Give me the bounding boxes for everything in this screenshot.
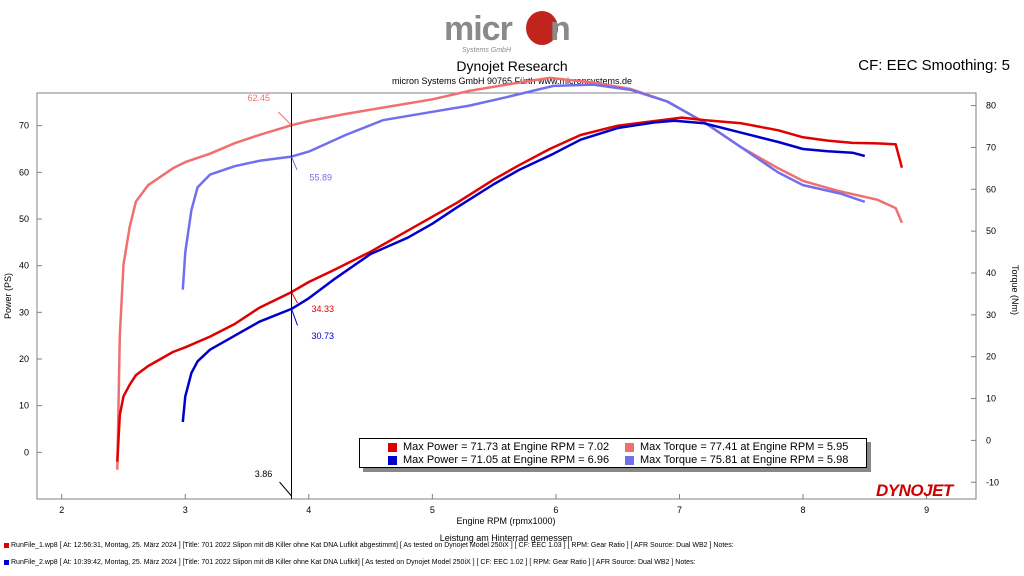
rpm-cursor-arrow [279,481,292,497]
legend-swatch [625,442,634,452]
run-info-text: RunFile_2.wp8 [ At: 10:39:42, Montag, 25… [11,559,696,566]
annotation-arrow [291,156,298,171]
run-info-text: RunFile_1.wp8 [ At: 12:56:31, Montag, 25… [11,542,734,549]
y2-tick-label: 50 [986,226,996,236]
legend-text: Max Torque = 77.41 at Engine RPM = 5.95 [640,441,849,453]
x-tick-label: 3 [183,505,188,515]
x-axis-label: Engine RPM (rpmx1000) [456,516,555,526]
annotation-label: 30.73 [312,331,335,341]
legend-entry: Max Torque = 77.41 at Engine RPM = 5.95 [625,441,848,453]
dynojet-brand-logo: DYNOJET [876,481,953,500]
series-line-2 [181,119,866,423]
logo-subtitle: Systems GmbH [462,47,512,54]
x-tick-label: 4 [306,505,311,515]
axis-ticks: 2 3 4 5 6 7 8 9 0 10 20 30 40 50 60 70 -10 0 10 20 30 40 50 60 7… [19,101,999,515]
series-line-0 [116,116,904,462]
svg-text:micr: micr [444,10,513,48]
y2-tick-label: 80 [986,101,996,111]
series-line-1 [116,76,904,470]
annotation-arrow [291,308,298,326]
legend-text: Max Torque = 75.81 at Engine RPM = 5.98 [640,454,849,466]
annotation-label: 55.89 [310,173,333,183]
y2-tick-label: 40 [986,268,996,278]
legend-swatch [388,455,397,465]
y-tick-label: 30 [19,307,29,317]
legend-entry: Max Power = 71.73 at Engine RPM = 7.02 [388,441,609,453]
annotation-arrow [291,291,298,304]
legend-text: Max Power = 71.73 at Engine RPM = 7.02 [403,441,610,453]
annotation-layer: 3.86 62.45 55.89 34.33 30.73 [248,93,335,499]
legend: Max Power = 71.73 at Engine RPM = 7.02 M… [359,438,867,468]
x-tick-label: 9 [924,505,929,515]
annotation-arrow [277,111,292,126]
y-tick-label: 40 [19,261,29,271]
y-tick-label: 60 [19,167,29,177]
y2-axis-label: Torque (Nm) [1010,265,1020,315]
series-layer [116,76,904,470]
y2-tick-label: 30 [986,310,996,320]
x-tick-label: 6 [553,505,558,515]
x-tick-label: 7 [677,505,682,515]
svg-text:n: n [550,10,571,48]
y2-tick-label: 60 [986,184,996,194]
y2-tick-label: 20 [986,352,996,362]
chart-subtitle: micron Systems GmbH 90765 Fürth www.micr… [391,76,633,86]
legend-swatch [388,442,397,452]
chart-title: Dynojet Research [456,58,568,74]
micron-logo: micr n Systems GmbH [444,10,571,54]
y-tick-label: 50 [19,214,29,224]
y2-tick-label: 70 [986,142,996,152]
x-tick-label: 2 [59,505,64,515]
y2-tick-label: 0 [986,435,991,445]
run-info-2: RunFile_2.wp8 [ At: 10:39:42, Montag, 25… [4,559,696,566]
legend-entry: Max Torque = 75.81 at Engine RPM = 5.98 [625,454,848,466]
series-line-3 [181,83,866,290]
run-info-1: RunFile_1.wp8 [ At: 12:56:31, Montag, 25… [4,542,734,549]
legend-text: Max Power = 71.05 at Engine RPM = 6.96 [403,454,610,466]
annotation-label: 62.45 [248,93,271,103]
plot-area [36,92,977,500]
correction-factor-label: CF: EEC Smoothing: 5 [858,57,1010,74]
y2-tick-label: 10 [986,394,996,404]
run-color-marker [4,543,9,548]
y-tick-label: 10 [19,401,29,411]
run-color-marker [4,560,9,565]
legend-entry: Max Power = 71.05 at Engine RPM = 6.96 [388,454,609,466]
y2-tick-label: -10 [986,477,999,487]
x-axis-sublabel: Leistung am Hinterrad gemessen [440,533,573,543]
legend-swatch [625,455,634,465]
x-tick-label: 8 [801,505,806,515]
y-axis-label: Power (PS) [3,273,13,319]
y-tick-label: 0 [24,447,29,457]
rpm-cursor-label: 3.86 [255,469,273,479]
x-tick-label: 5 [430,505,435,515]
annotation-label: 34.33 [312,304,335,314]
y-tick-label: 70 [19,121,29,131]
y-tick-label: 20 [19,354,29,364]
